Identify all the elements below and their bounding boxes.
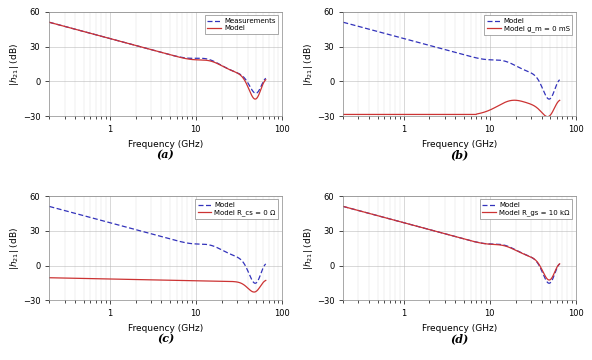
Legend: Measurements, Model: Measurements, Model [205, 15, 278, 34]
Legend: Model, Model R_cs = 0 Ω: Model, Model R_cs = 0 Ω [195, 199, 278, 219]
Y-axis label: $|h_{21}|$ (dB): $|h_{21}|$ (dB) [303, 42, 316, 86]
Text: (b): (b) [451, 149, 469, 161]
X-axis label: Frequency (GHz): Frequency (GHz) [128, 324, 203, 333]
X-axis label: Frequency (GHz): Frequency (GHz) [422, 140, 497, 149]
Legend: Model, Model R_gs = 10 kΩ: Model, Model R_gs = 10 kΩ [480, 199, 572, 219]
Y-axis label: $|h_{21}|$ (dB): $|h_{21}|$ (dB) [8, 42, 21, 86]
Legend: Model, Model g_m = 0 mS: Model, Model g_m = 0 mS [484, 15, 572, 35]
X-axis label: Frequency (GHz): Frequency (GHz) [128, 140, 203, 149]
Y-axis label: $|h_{21}|$ (dB): $|h_{21}|$ (dB) [8, 227, 21, 270]
Text: (c): (c) [157, 334, 174, 345]
Text: (a): (a) [157, 149, 175, 161]
X-axis label: Frequency (GHz): Frequency (GHz) [422, 324, 497, 333]
Y-axis label: $|h_{21}|$ (dB): $|h_{21}|$ (dB) [303, 227, 316, 270]
Text: (d): (d) [451, 334, 469, 345]
